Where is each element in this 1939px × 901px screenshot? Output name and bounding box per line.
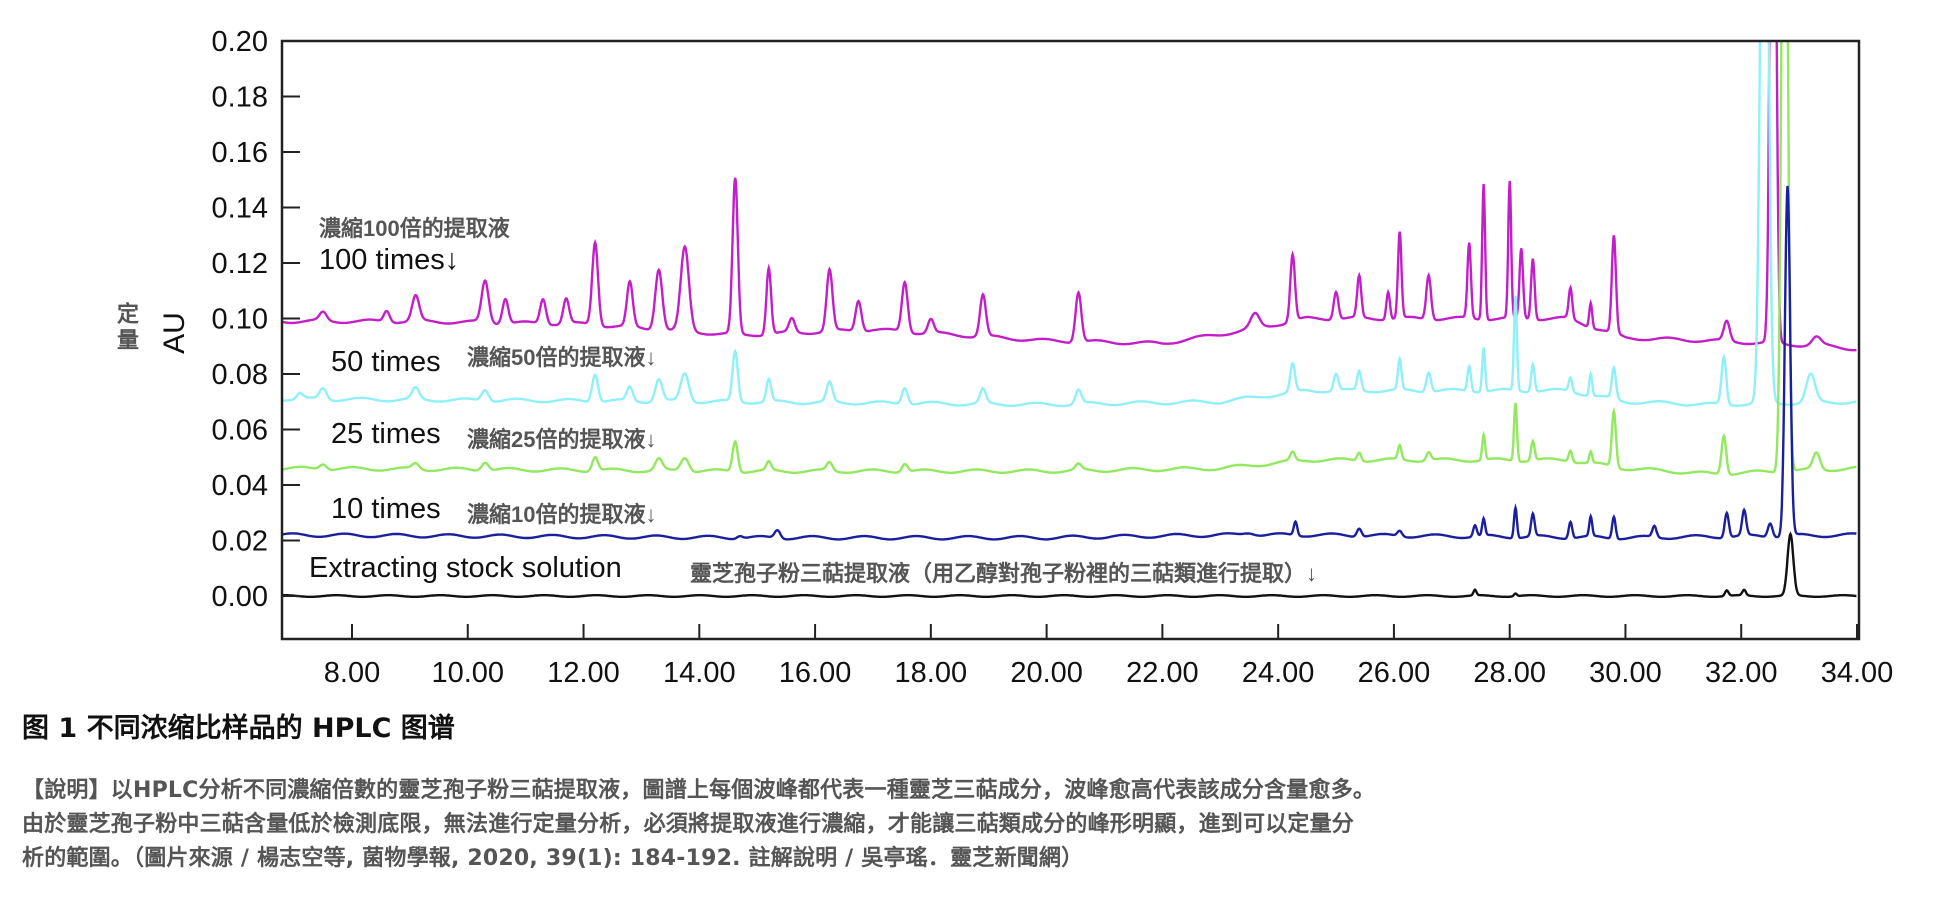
label-100-times: 100 times↓ xyxy=(319,244,460,276)
y-tick-label: 0.16 xyxy=(212,137,268,169)
y-axis-label: AU xyxy=(157,312,191,354)
x-tick-label: 18.00 xyxy=(895,657,968,689)
label-stock-solution-cn: 靈芝孢子粉三萜提取液（用乙醇對孢子粉裡的三萜類進行提取）↓ xyxy=(690,561,1318,586)
x-tick-label: 30.00 xyxy=(1589,657,1662,689)
x-tick-label: 22.00 xyxy=(1126,657,1199,689)
y-tick-label: 0.20 xyxy=(212,26,268,58)
y-tick-label: 0.14 xyxy=(212,193,268,225)
plot-frame xyxy=(280,39,1861,641)
series-line-25-times xyxy=(283,42,1857,476)
y-tick-label: 0.02 xyxy=(212,526,268,558)
y-tick-label: 0.10 xyxy=(212,304,268,336)
description-line-1: 【說明】以HPLC分析不同濃縮倍數的靈芝孢子粉三萜提取液，圖譜上每個波峰都代表一… xyxy=(22,778,1376,803)
label-100-times-cn: 濃縮100倍的提取液 xyxy=(319,216,510,241)
y-tick-label: 0.04 xyxy=(212,470,268,502)
y-tick-label: 0.08 xyxy=(212,359,268,391)
description-line-2: 由於靈芝孢子粉中三萜含量低於檢測底限，無法進行定量分析，必須將提取液進行濃縮，才… xyxy=(22,812,1355,837)
x-tick-label: 14.00 xyxy=(663,657,736,689)
x-tick-label: 20.00 xyxy=(1010,657,1083,689)
label-25-times: 25 times xyxy=(331,418,441,450)
x-tick-label: 28.00 xyxy=(1473,657,1546,689)
figure-title: 图 1 不同浓缩比样品的 HPLC 图谱 xyxy=(22,713,455,744)
y-tick-label: 0.12 xyxy=(212,248,268,280)
label-25-times-cn: 濃縮25倍的提取液↓ xyxy=(467,427,657,452)
x-tick-label: 12.00 xyxy=(547,657,620,689)
label-10-times-cn: 濃縮10倍的提取液↓ xyxy=(467,502,657,527)
x-tick-label: 26.00 xyxy=(1358,657,1431,689)
label-stock-solution: Extracting stock solution xyxy=(309,552,622,584)
y-axis-label-cn: 定量 xyxy=(114,302,139,354)
x-tick-label: 32.00 xyxy=(1705,657,1778,689)
x-tick-label: 24.00 xyxy=(1242,657,1315,689)
y-tick-label: 0.06 xyxy=(212,415,268,447)
label-10-times: 10 times xyxy=(331,493,441,525)
series-line-10-times xyxy=(283,185,1857,541)
x-tick-label: 34.00 xyxy=(1821,657,1894,689)
series-line-100-times xyxy=(283,42,1857,352)
x-tick-label: 16.00 xyxy=(779,657,852,689)
x-tick-label: 8.00 xyxy=(324,657,380,689)
label-50-times: 50 times xyxy=(331,346,441,378)
y-tick-label: 0.18 xyxy=(212,82,268,114)
series-line-extracting-stock-solution xyxy=(283,531,1857,598)
label-50-times-cn: 濃縮50倍的提取液↓ xyxy=(467,345,657,370)
hplc-chromatogram: 0.00 0.02 0.04 0.06 0.08 0.10 0.12 0.14 0.16 0.18… xyxy=(212,26,1894,689)
x-tick-label: 10.00 xyxy=(431,657,504,689)
y-tick-label: 0.00 xyxy=(212,581,268,613)
series-line-50-times xyxy=(283,42,1857,408)
description-line-3: 析的範圍。（圖片來源 / 楊志空等, 菌物學報, 2020, 39(1): 18… xyxy=(22,846,1084,871)
